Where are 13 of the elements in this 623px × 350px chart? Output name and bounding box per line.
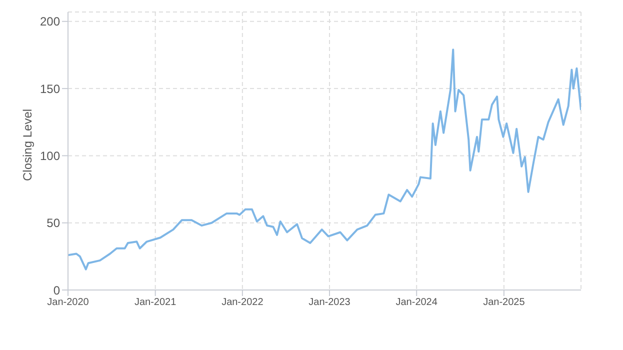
- y-tick-label: 0: [53, 283, 60, 298]
- y-tick-label: 100: [40, 148, 60, 163]
- x-tick-label: Jan-2024: [396, 297, 438, 308]
- x-tick-label: Jan-2022: [222, 297, 264, 308]
- x-tick-label: Jan-2020: [47, 297, 90, 308]
- x-tick-label: Jan-2025: [483, 297, 526, 308]
- y-tick-label: 150: [40, 82, 60, 96]
- y-axis-title: Closing Level: [20, 108, 34, 181]
- y-tick-label: 50: [46, 216, 60, 230]
- y-tick-label: 200: [40, 14, 60, 29]
- line-series: [68, 48, 581, 270]
- x-tick-label: Jan-2023: [308, 297, 351, 308]
- x-tick-label: Jan-2021: [134, 297, 177, 308]
